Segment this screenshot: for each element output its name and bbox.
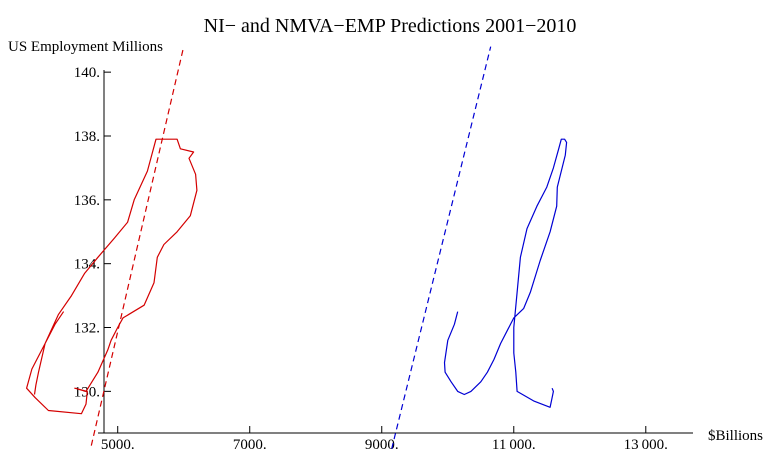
x-tick-label: 5000. [101,437,135,453]
x-tick-label: 9000. [365,437,399,453]
x-tick-label: 13 000. [624,437,668,453]
y-tick-label: 134. [74,257,100,273]
x-axis-label: $Billions [708,428,763,444]
y-tick-label: 132. [74,321,100,337]
y-axis-label: US Employment Millions [8,39,163,55]
data-line-2 [443,138,568,408]
y-tick-label: 140. [74,65,100,81]
series-group [26,46,568,449]
fit-line-1 [90,46,185,446]
x-ticks: 5000. 7000. 9000. 11 000. 13 000. [101,426,668,453]
chart-title: NI− and NMVA−EMP Predictions 2001−2010 [204,15,577,37]
x-tick-label: 7000. [233,437,267,453]
x-tick-label: 11 000. [492,437,536,453]
y-tick-label: 136. [74,193,100,209]
y-ticks: 130.132.134.136.138.140. [74,65,111,400]
data-line-0 [26,138,198,415]
y-tick-label: 138. [74,129,100,145]
fit-line-3 [391,46,492,449]
